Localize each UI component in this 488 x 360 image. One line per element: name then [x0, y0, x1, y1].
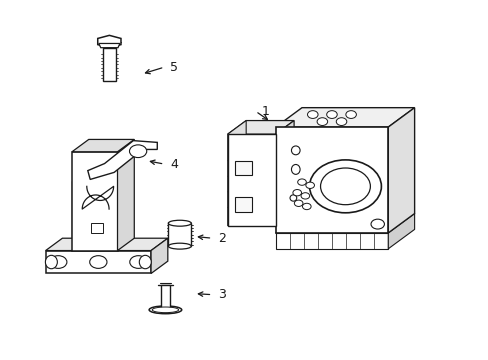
Ellipse shape: [139, 255, 151, 269]
Ellipse shape: [291, 146, 300, 155]
Ellipse shape: [149, 306, 182, 314]
Polygon shape: [151, 238, 167, 274]
Polygon shape: [275, 121, 293, 226]
Circle shape: [316, 118, 327, 126]
Polygon shape: [103, 48, 115, 81]
Polygon shape: [98, 35, 121, 48]
Polygon shape: [117, 139, 134, 251]
Circle shape: [336, 118, 346, 126]
Polygon shape: [234, 161, 251, 175]
Polygon shape: [275, 233, 387, 249]
Circle shape: [309, 160, 381, 213]
Polygon shape: [161, 285, 169, 308]
Circle shape: [370, 219, 384, 229]
Text: 2: 2: [218, 232, 225, 245]
Ellipse shape: [152, 307, 178, 312]
Text: 3: 3: [218, 288, 225, 301]
Polygon shape: [72, 139, 134, 152]
Polygon shape: [99, 44, 120, 48]
Circle shape: [307, 111, 317, 118]
Circle shape: [320, 168, 369, 205]
Polygon shape: [45, 251, 151, 274]
Ellipse shape: [168, 220, 191, 226]
Circle shape: [294, 200, 303, 207]
Ellipse shape: [168, 243, 191, 249]
Text: 4: 4: [170, 158, 178, 171]
Circle shape: [292, 189, 301, 196]
Circle shape: [297, 179, 305, 185]
Polygon shape: [227, 121, 245, 226]
Circle shape: [50, 256, 67, 268]
Polygon shape: [275, 213, 414, 233]
Polygon shape: [387, 108, 414, 233]
Circle shape: [305, 182, 314, 189]
Polygon shape: [88, 141, 157, 179]
Ellipse shape: [289, 195, 296, 201]
Polygon shape: [45, 238, 167, 251]
Polygon shape: [168, 223, 191, 246]
Circle shape: [129, 256, 147, 268]
Polygon shape: [72, 152, 117, 251]
Circle shape: [301, 193, 309, 199]
Polygon shape: [227, 134, 275, 226]
Circle shape: [89, 256, 107, 268]
Circle shape: [129, 145, 146, 158]
Polygon shape: [275, 108, 414, 127]
Text: 5: 5: [170, 60, 178, 73]
Ellipse shape: [291, 165, 300, 174]
Text: 1: 1: [261, 105, 268, 118]
Polygon shape: [227, 121, 293, 134]
Circle shape: [302, 203, 310, 210]
Polygon shape: [387, 213, 414, 249]
Circle shape: [345, 111, 356, 118]
Polygon shape: [234, 197, 251, 212]
Ellipse shape: [45, 255, 57, 269]
Circle shape: [326, 111, 337, 118]
Polygon shape: [91, 223, 103, 233]
Polygon shape: [275, 127, 387, 233]
